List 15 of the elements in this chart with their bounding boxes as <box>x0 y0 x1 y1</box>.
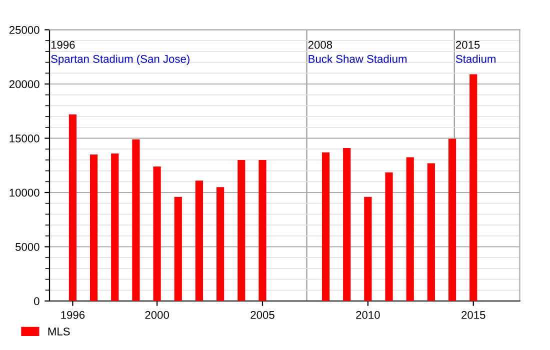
x-tick-label: 2015 <box>462 311 486 319</box>
y-tick-label: 5000 <box>16 243 40 251</box>
x-tick-label: 2010 <box>356 311 380 319</box>
legend-label: MLS <box>48 328 70 336</box>
x-tick-label: 2000 <box>145 311 169 319</box>
y-tick-label: 15000 <box>10 134 40 142</box>
ref-line-label: 1996 Spartan Stadium (San Jose) <box>51 40 190 66</box>
y-tick-label: 20000 <box>9 80 40 88</box>
ref-line-label: 2008 Buck Shaw Stadium <box>308 40 407 63</box>
y-tick-label: 10000 <box>10 188 40 197</box>
y-tick-label: 25000 <box>9 26 40 34</box>
ref-line-label: 2015 Stadium <box>456 40 496 63</box>
y-tick-label: 0 <box>34 297 40 306</box>
x-tick-label: 2005 <box>250 311 274 319</box>
x-tick-label: 1996 <box>61 311 85 319</box>
